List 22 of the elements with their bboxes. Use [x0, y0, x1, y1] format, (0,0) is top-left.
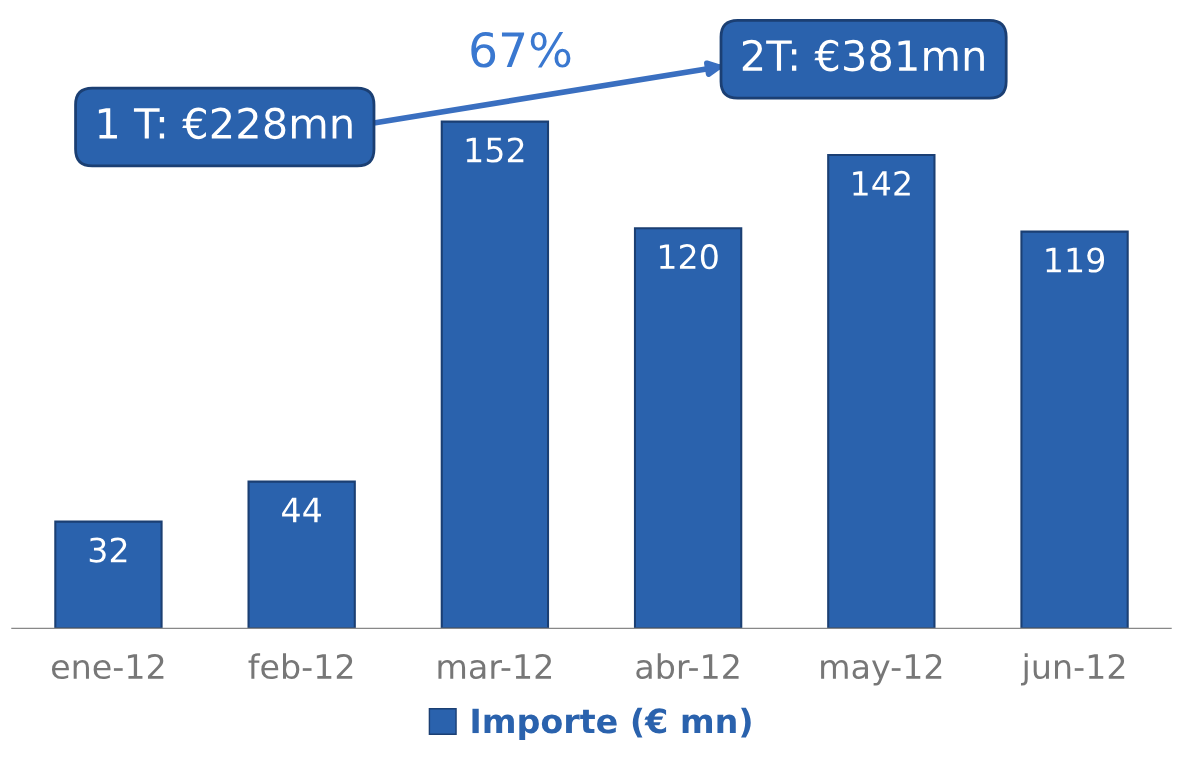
data-label: 152	[466, 137, 524, 163]
data-label: 32	[89, 537, 127, 563]
bar	[247, 480, 356, 629]
text: 67%	[471, 31, 571, 68]
x-tick-label: feb-12	[248, 653, 353, 680]
x-tick-label: abr-12	[636, 653, 739, 680]
x-tick-label: mar-12	[438, 653, 552, 680]
legend-label: Importe (€ mn)	[472, 707, 751, 740]
annotation: 1 T: €228mn	[98, 107, 352, 140]
data-label: 120	[659, 244, 718, 270]
bar	[440, 120, 550, 629]
x-tick-label: jun-12	[1020, 653, 1125, 686]
bar	[827, 153, 936, 629]
data-label: 44	[282, 497, 321, 523]
x-tick-label: ene-12	[51, 653, 164, 680]
data-label: 119	[1046, 247, 1105, 273]
bar	[54, 520, 163, 629]
bar	[633, 227, 743, 629]
text: 2T: €381mn	[742, 39, 984, 72]
x-tick-label: may-12	[821, 653, 942, 686]
bar	[1020, 230, 1129, 629]
data-label: 142	[853, 170, 910, 196]
